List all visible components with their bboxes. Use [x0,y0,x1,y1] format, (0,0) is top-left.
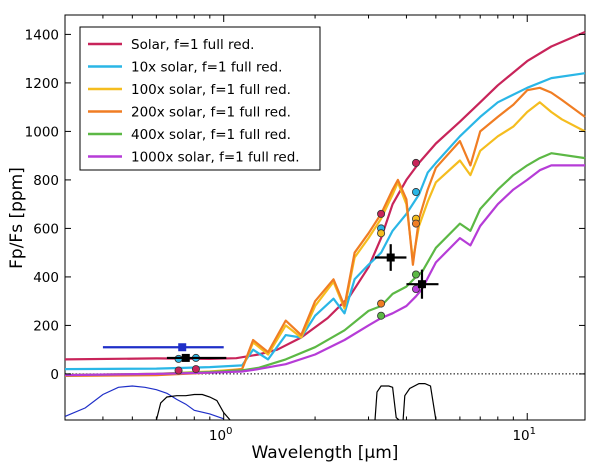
y-tick-label-0: 0 [50,367,59,383]
legend: Solar, f=1 full red. 10x solar, f=1 full … [79,26,321,171]
band-marker-2-2 [377,229,386,238]
x-tick-label-0: 100 [209,426,233,444]
band-marker-3-3 [411,219,420,228]
x-tick-label-1: 101 [512,426,536,444]
x-tick-exponent-0: 0 [226,426,232,437]
series-line-0 [64,30,586,361]
band-marker-2-3 [377,299,386,308]
y-ticks: 0 200 400 600 800 1000 1200 1400 [25,27,585,383]
obs-point-0 [178,343,187,352]
band-marker-3-0 [411,158,420,167]
band-marker-1-0 [191,365,200,374]
obs-point-1 [181,353,190,362]
series-line-3 [64,86,586,377]
y-tick-label-2: 400 [33,270,59,286]
legend-box [79,26,321,171]
legend-label-5: 1000x solar, f=1 full red. [131,150,300,166]
filter-curve-0 [64,385,224,420]
y-tick-label-1: 200 [33,318,59,334]
band-marker-0-0 [174,366,183,375]
y-tick-label-7: 1400 [25,27,59,43]
x-tick-exponent-1: 1 [530,426,536,437]
legend-label-3: 200x solar, f=1 full red. [131,105,291,121]
markers [102,158,439,375]
filter-curve-3 [402,383,437,421]
obs-point-2 [386,253,395,262]
y-tick-label-3: 600 [33,221,59,237]
band-marker-3-5 [411,285,420,294]
y-tick-label-4: 800 [33,173,59,189]
filter-curve-1 [155,393,231,421]
legend-label-1: 10x solar, f=1 full red. [131,60,282,76]
band-marker-3-4 [411,270,420,279]
filter-curve-2 [374,385,400,421]
band-marker-2-0 [377,209,386,218]
band-marker-2-4 [377,311,386,320]
series-line-5 [64,164,585,377]
y-axis-label: Fp/Fs [ppm] [7,167,27,269]
plot-content [64,30,586,421]
legend-label-0: Solar, f=1 full red. [131,37,254,53]
legend-label-4: 400x solar, f=1 full red. [131,127,291,143]
y-tick-label-6: 1200 [25,76,59,92]
series-line-4 [64,152,586,377]
x-axis-label: Wavelength [μm] [252,443,399,463]
legend-label-2: 100x solar, f=1 full red. [131,82,291,98]
series-line-1 [64,72,586,371]
y-tick-label-5: 1000 [25,124,59,140]
obs-point-3 [417,280,426,289]
band-marker-3-1 [411,188,420,197]
